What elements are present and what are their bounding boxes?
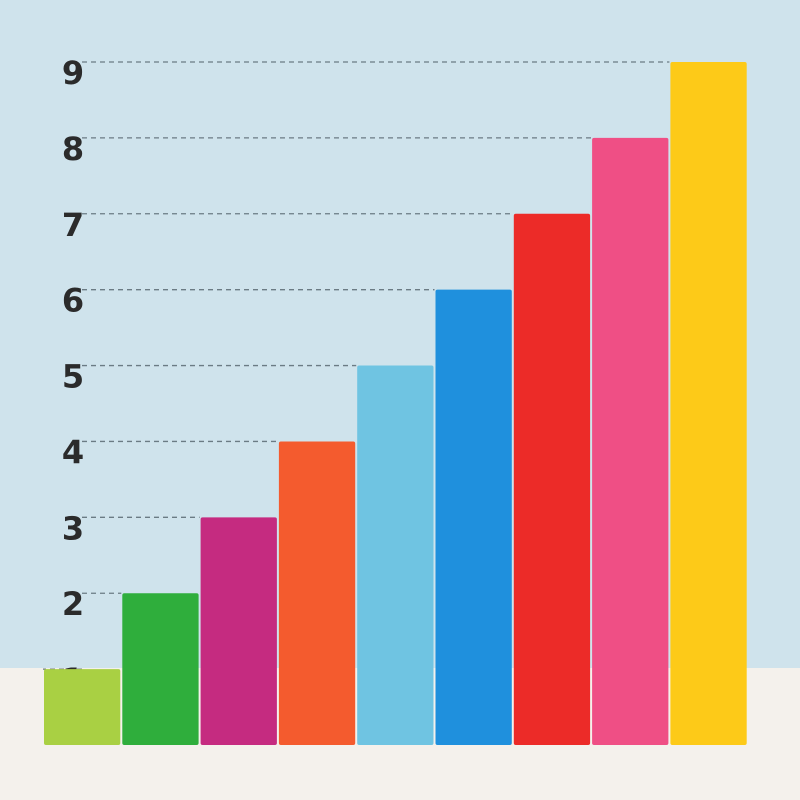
y-tick-label: 6 — [62, 282, 84, 320]
y-tick-label: 8 — [62, 130, 84, 168]
y-tick-label: 2 — [62, 585, 84, 623]
y-tick-label: 4 — [62, 433, 84, 471]
bar — [670, 62, 747, 745]
bar — [435, 289, 512, 745]
y-tick-label: 9 — [62, 54, 84, 92]
bar — [200, 517, 277, 745]
bar — [278, 441, 356, 745]
bar — [44, 669, 121, 745]
y-tick-label: 3 — [62, 509, 84, 547]
bar — [357, 365, 434, 745]
y-tick-label: 5 — [62, 358, 84, 396]
bar — [122, 593, 199, 745]
bar — [513, 213, 591, 745]
bar — [592, 137, 669, 745]
y-tick-label: 7 — [62, 206, 84, 244]
